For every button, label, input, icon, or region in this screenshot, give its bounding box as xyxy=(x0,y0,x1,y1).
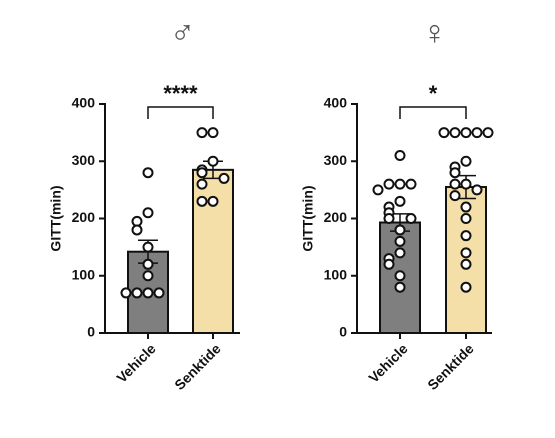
data-point xyxy=(394,195,406,207)
data-point xyxy=(394,270,406,282)
data-point xyxy=(394,235,406,247)
y-tick-label: 0 xyxy=(339,324,347,340)
significance-label: * xyxy=(429,81,438,106)
data-point xyxy=(142,270,154,282)
significance-bracket xyxy=(399,106,467,119)
data-point xyxy=(460,258,472,270)
data-point xyxy=(471,127,483,139)
data-point xyxy=(207,155,219,167)
data-point xyxy=(196,195,208,207)
bar xyxy=(192,168,234,334)
data-point xyxy=(196,127,208,139)
data-point xyxy=(482,127,494,139)
data-point xyxy=(394,247,406,259)
data-point xyxy=(460,230,472,242)
data-point xyxy=(383,213,395,224)
data-point xyxy=(460,213,472,224)
data-point xyxy=(460,127,472,139)
data-point xyxy=(449,127,461,139)
data-point xyxy=(449,190,461,202)
y-axis-label: GITT(min) xyxy=(300,185,316,251)
y-tick-label: 100 xyxy=(324,266,348,282)
data-point xyxy=(460,201,472,213)
x-tick-label: Senktide xyxy=(171,340,224,393)
data-point xyxy=(372,184,384,196)
data-point xyxy=(120,287,132,299)
x-tick-label: Senktide xyxy=(424,340,477,393)
y-tick-label: 400 xyxy=(72,95,96,111)
data-point xyxy=(471,184,483,196)
data-point xyxy=(153,287,165,299)
data-point xyxy=(142,207,154,219)
data-point xyxy=(460,247,472,259)
data-point xyxy=(131,224,143,236)
data-point xyxy=(394,224,406,236)
data-point xyxy=(142,167,154,179)
data-point xyxy=(449,178,461,190)
y-tick-label: 200 xyxy=(72,209,96,225)
data-point xyxy=(460,155,472,167)
data-point xyxy=(460,178,472,190)
data-point xyxy=(405,213,417,224)
y-tick-label: 0 xyxy=(87,324,95,340)
x-tick-label: Vehicle xyxy=(113,340,159,386)
data-point xyxy=(394,178,406,190)
y-tick-label: 200 xyxy=(324,209,348,225)
y-tick-label: 400 xyxy=(324,95,348,111)
data-point xyxy=(207,195,219,207)
data-point xyxy=(142,258,154,270)
x-tick-label: Vehicle xyxy=(365,340,411,386)
data-point xyxy=(207,127,219,139)
data-point xyxy=(142,241,154,253)
y-tick-label: 100 xyxy=(72,266,96,282)
significance-label: **** xyxy=(163,81,198,106)
data-point xyxy=(394,281,406,293)
data-point xyxy=(449,167,461,179)
y-axis-label: GITT(min) xyxy=(48,185,64,251)
panel-title: ♂ xyxy=(170,14,196,52)
data-point xyxy=(405,178,417,190)
data-point xyxy=(460,281,472,293)
data-point xyxy=(218,172,230,184)
data-point xyxy=(383,178,395,190)
panel-title: ♀ xyxy=(422,14,448,52)
data-point xyxy=(196,167,208,179)
y-tick-label: 300 xyxy=(72,152,96,168)
data-point xyxy=(394,150,406,162)
data-point xyxy=(196,178,208,190)
data-point xyxy=(131,287,143,299)
data-point xyxy=(383,258,395,270)
data-point xyxy=(438,127,450,139)
data-point xyxy=(142,287,154,299)
significance-bracket xyxy=(147,106,214,119)
y-tick-label: 300 xyxy=(324,152,348,168)
